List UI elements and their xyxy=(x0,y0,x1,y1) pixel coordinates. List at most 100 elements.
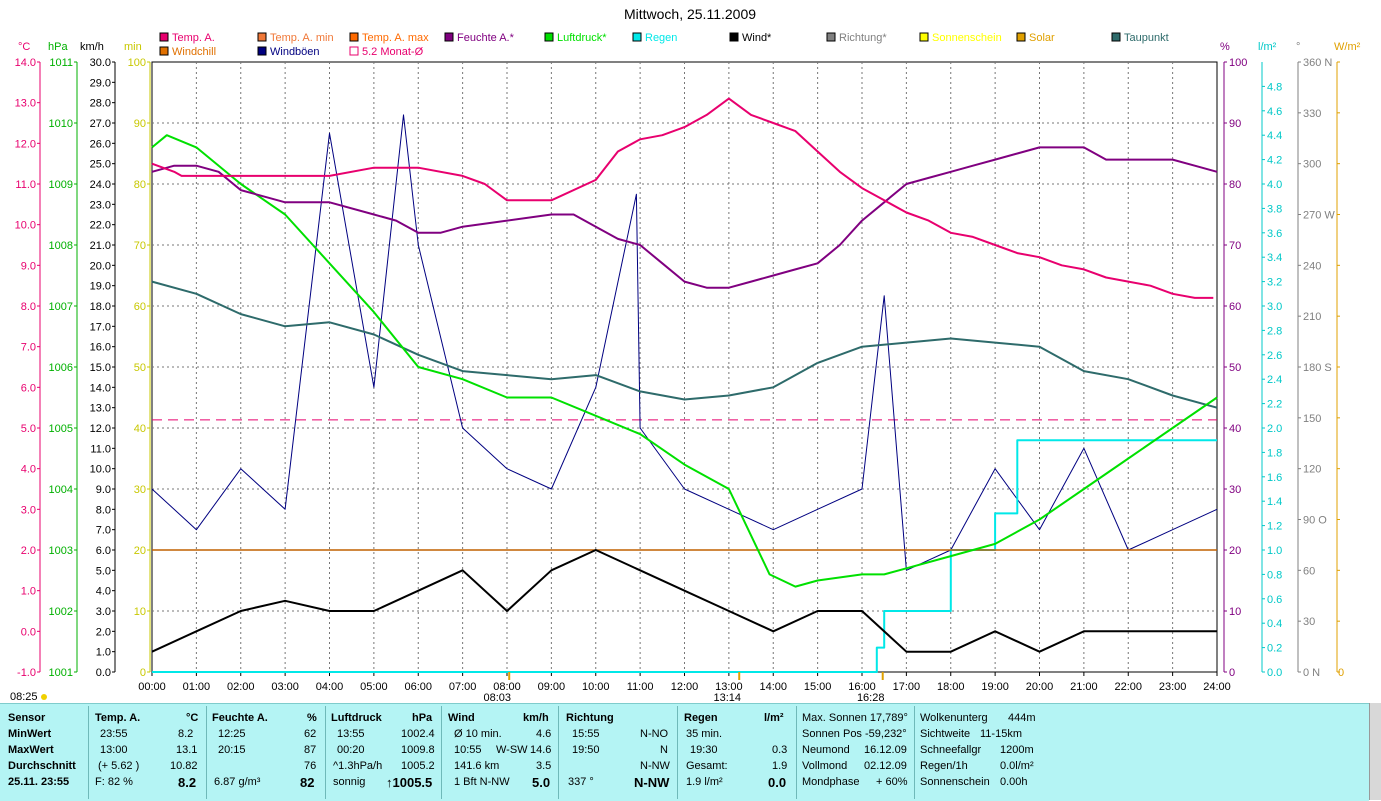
wind-axis-tick-label: 18.0 xyxy=(90,301,111,313)
legend-swatch xyxy=(349,46,359,56)
rain-axis-tick-label: 3.2 xyxy=(1267,277,1282,289)
legend: Temp. A. Temp. A. min Temp. A. max Feuchte … xyxy=(159,32,1169,58)
time-tick-label: 17:00 xyxy=(893,681,921,693)
sunset-time-label: 16:28 xyxy=(857,692,885,703)
direction-axis-tick-label: 270 W xyxy=(1303,210,1335,222)
wind-axis-tick-label: 7.0 xyxy=(96,525,111,537)
series-group xyxy=(151,97,1218,673)
legend-label: Taupunkt xyxy=(1124,32,1169,44)
time-tick-label: 03:00 xyxy=(271,681,299,693)
rain-axis-tick-label: 4.0 xyxy=(1267,179,1282,191)
rain-max-time: 19:30 xyxy=(690,744,718,756)
temp-axis-tick-label: 9.0 xyxy=(21,260,36,272)
wind-axis-tick-label: 0.0 xyxy=(96,667,111,679)
rain-axis-tick-label: 1.8 xyxy=(1267,447,1282,459)
rain-axis-tick-label: 0.0 xyxy=(1267,667,1282,679)
wind-avg10-value: 4.6 xyxy=(536,728,552,740)
wind-axis-tick-label: 2.0 xyxy=(96,626,111,638)
humidity-axis-tick-label: 20 xyxy=(1229,545,1241,557)
temp-axis-tick-label: 14.0 xyxy=(15,57,36,69)
wind-axis-tick-label: 26.0 xyxy=(90,138,111,150)
wind-axis-tick-label: 19.0 xyxy=(90,281,111,293)
min-row-label: MinWert xyxy=(8,728,52,740)
time-tick-label: 00:00 xyxy=(138,681,166,693)
rain-axis-tick-label: 2.8 xyxy=(1267,325,1282,337)
wind-axis-tick-label: 17.0 xyxy=(90,321,111,333)
pressure-axis-tick-label: 1009 xyxy=(49,179,73,191)
time-tick-label: 15:00 xyxy=(804,681,832,693)
rain-axis-tick-label: 2.4 xyxy=(1267,374,1282,386)
wind-axis-tick-label: 13.0 xyxy=(90,403,111,415)
wind-unit: km/h xyxy=(523,712,549,724)
cloud-base-label: Wolkenunterg xyxy=(920,712,988,724)
rain-axis-tick-label: 4.2 xyxy=(1267,155,1282,167)
time-tick-label: 16:00 xyxy=(848,681,876,693)
temp-axis-tick-label: 8.0 xyxy=(21,301,36,313)
sun-axis-tick-label: 60 xyxy=(134,301,146,313)
sun-axis-tick-label: 100 xyxy=(128,57,146,69)
press-unit: hPa xyxy=(412,712,433,724)
temp-axis-tick-label: 0.0 xyxy=(21,626,36,638)
sunrise-time-label: 08:03 xyxy=(483,692,511,703)
legend-label: 5.2 Monat-Ø xyxy=(362,46,424,58)
legend-label: Temp. A. max xyxy=(362,32,429,44)
sun-markers: 08:25 08:03 13:14 16:28 xyxy=(10,672,884,703)
rain-axis-tick-label: 0.4 xyxy=(1267,618,1282,630)
rain-axis-tick-label: 1.0 xyxy=(1267,545,1282,557)
temp-axis-tick-label: -1.0 xyxy=(17,667,36,679)
time-tick-label: 14:00 xyxy=(759,681,787,693)
temp-axis-tick-label: 13.0 xyxy=(15,98,36,110)
legend-swatch xyxy=(632,32,642,42)
sun-axis-tick-label: 50 xyxy=(134,362,146,374)
series-luftdruck-line xyxy=(151,134,1218,588)
humidity-axis-tick-label: 40 xyxy=(1229,423,1241,435)
sun-axis-tick-label: 40 xyxy=(134,423,146,435)
direction-axis-tick-label: 150 xyxy=(1303,413,1321,425)
dir-r1-value: N-NO xyxy=(640,728,669,740)
humidity-axis-tick-label: 90 xyxy=(1229,118,1241,130)
series-taupunkt-line xyxy=(151,280,1218,409)
wind-axis-tick-label: 8.0 xyxy=(96,504,111,516)
series-feuchte-a-line xyxy=(151,146,1218,289)
wind-axis-tick-label: 5.0 xyxy=(96,565,111,577)
legend-label: Luftdruck* xyxy=(557,32,607,44)
wind-axis-tick-label: 11.0 xyxy=(90,443,111,455)
rain-axis-tick-label: 3.6 xyxy=(1267,228,1282,240)
pressure-unit-label: hPa xyxy=(48,41,68,53)
rain-axis-tick-label: 3.8 xyxy=(1267,203,1282,215)
direction-axis-tick-label: 90 O xyxy=(1303,515,1327,527)
hum-abs: 6.87 g/m³ xyxy=(214,776,261,788)
wind-axis-tick-label: 30.0 xyxy=(90,57,111,69)
pressure-axis-tick-label: 1006 xyxy=(49,362,73,374)
dir-r3-value: N-NW xyxy=(640,760,670,772)
sun-position: Sonnen Pos -59,232° xyxy=(802,728,907,740)
press-current: ↑1005.5 xyxy=(386,775,433,790)
temp-axis-tick-label: 12.0 xyxy=(15,138,36,150)
sunshine-label: Sonnenschein xyxy=(920,776,990,788)
pressure-axis-tick-label: 1003 xyxy=(49,545,73,557)
temp-min-value: 8.2 xyxy=(178,728,194,740)
sun-axis-tick-label: 30 xyxy=(134,484,146,496)
temp-axis-tick-label: 4.0 xyxy=(21,464,36,476)
axis-units: °C hPa km/h min% l/m² ° W/m² xyxy=(18,41,1361,53)
pressure-axis-tick-label: 1010 xyxy=(49,118,73,130)
full-moon-date: 02.12.09 xyxy=(864,760,907,772)
temp-axis-tick-label: 11.0 xyxy=(15,179,36,191)
press-max-time: 00:20 xyxy=(337,744,365,756)
max-sun-elev: Max. Sonnen 17,789° xyxy=(802,712,908,724)
rain-axis-tick-label: 2.6 xyxy=(1267,350,1282,362)
wind-distance: 141.6 km xyxy=(454,760,500,772)
rain-axis-tick-label: 4.6 xyxy=(1267,106,1282,118)
time-tick-label: 19:00 xyxy=(981,681,1009,693)
wind-axis-tick-label: 27.0 xyxy=(90,118,111,130)
new-moon-date: 16.12.09 xyxy=(864,744,907,756)
visibility-label: Sichtweite xyxy=(920,728,971,740)
hum-current: 82 xyxy=(300,775,315,790)
wind-axis-tick-label: 9.0 xyxy=(96,484,111,496)
wind-axis-tick-label: 28.0 xyxy=(90,98,111,110)
sun-axis-tick-label: 70 xyxy=(134,240,146,252)
dir-r2-time: 19:50 xyxy=(572,744,600,756)
series-regen-line xyxy=(152,439,1217,673)
vertical-scrollbar[interactable] xyxy=(1369,703,1381,800)
dir-current: N-NW xyxy=(634,775,670,790)
